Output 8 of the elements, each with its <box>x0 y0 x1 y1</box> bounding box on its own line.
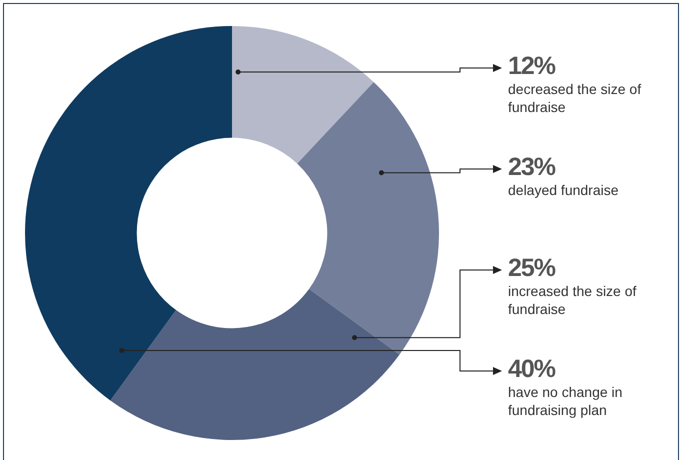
slice-label: increased the size of fundraise <box>508 282 638 318</box>
data-label: 40% <box>508 355 556 383</box>
data-label: 12% <box>508 52 556 80</box>
slice-label: delayed fundraise <box>508 181 620 199</box>
data-label: 25% <box>508 254 556 282</box>
slice-label: have no change in fundraising plan <box>508 383 624 419</box>
data-label: 23% <box>508 153 556 181</box>
slice-label: decreased the size of fundraise <box>508 80 642 116</box>
